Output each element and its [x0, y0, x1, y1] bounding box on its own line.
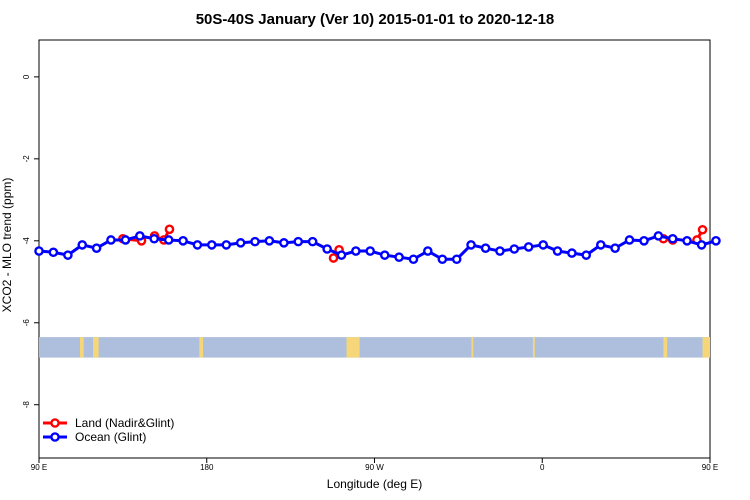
- y-tick-label: -4: [22, 237, 31, 245]
- y-tick-label: -8: [22, 401, 31, 409]
- land-point: [328, 253, 339, 263]
- chart-title: 50S-40S January (Ver 10) 2015-01-01 to 2…: [196, 11, 555, 28]
- ocean-point: [639, 236, 649, 246]
- ocean-point: [365, 246, 376, 256]
- land-patch: [702, 337, 710, 358]
- x-tick-label: 180: [200, 463, 214, 472]
- y-axis: 0 -2 -4 -6 -8: [22, 74, 39, 408]
- x-axis: 90 E 180 90 W 0 90 E: [31, 458, 718, 472]
- ocean-point: [351, 246, 361, 256]
- land-patch: [346, 337, 360, 358]
- legend-marker: [50, 432, 60, 442]
- ocean-point: [667, 233, 678, 244]
- ocean-point: [178, 236, 188, 246]
- ocean-point: [552, 246, 563, 256]
- x-axis-label: Longitude (deg E): [327, 477, 422, 491]
- ocean-point: [653, 231, 664, 241]
- ocean-point: [293, 236, 304, 247]
- ocean-point: [423, 246, 433, 256]
- ocean-point: [206, 240, 217, 250]
- ocean-point: [495, 246, 505, 256]
- ocean-point: [595, 240, 606, 250]
- ocean-point: [711, 236, 721, 246]
- land-point: [164, 224, 175, 235]
- legend: Land (Nadir&Glint)Ocean (Glint): [43, 416, 174, 444]
- ocean-point: [250, 236, 260, 247]
- x-tick-label: 90 E: [31, 463, 47, 472]
- ocean-point: [394, 252, 404, 262]
- ocean-point: [437, 254, 448, 265]
- ocean-point: [192, 240, 203, 250]
- ocean-point: [538, 240, 548, 250]
- ocean-point: [307, 236, 318, 247]
- legend-label: Ocean (Glint): [75, 430, 146, 444]
- ocean-point: [235, 238, 246, 248]
- ocean-point: [509, 244, 520, 254]
- ocean-point: [106, 235, 116, 245]
- ocean-point: [451, 254, 462, 265]
- ocean-point: [336, 250, 347, 260]
- land-patch: [471, 337, 474, 358]
- ocean-point: [581, 250, 592, 260]
- legend-marker: [50, 418, 60, 428]
- land-patch: [199, 337, 204, 358]
- ocean-point: [48, 247, 59, 258]
- ocean-point: [135, 231, 145, 241]
- ocean-point: [63, 250, 73, 260]
- ocean-point: [91, 243, 102, 253]
- ocean-point: [77, 240, 88, 250]
- ocean-point: [322, 244, 332, 254]
- land-patch: [93, 337, 99, 358]
- ocean-point: [120, 235, 131, 245]
- ocean-point: [379, 250, 390, 260]
- y-axis-label: XCO2 - MLO trend (ppm): [0, 178, 14, 313]
- x-tick-label: 90 W: [365, 463, 384, 472]
- ocean-strip: [39, 337, 710, 358]
- x-tick-label: 90 E: [702, 463, 718, 472]
- legend-label: Land (Nadir&Glint): [75, 416, 174, 430]
- land-patch: [80, 337, 84, 358]
- ocean-point: [696, 240, 707, 250]
- ocean-point: [624, 235, 635, 245]
- ocean-point: [163, 235, 174, 245]
- ocean-point: [466, 240, 476, 250]
- y-tick-label: -2: [22, 155, 31, 163]
- ocean-point: [408, 254, 419, 265]
- ocean-point: [279, 238, 289, 248]
- surface-strip: [39, 337, 710, 358]
- series-ocean: [34, 231, 721, 265]
- ocean-point: [682, 236, 692, 246]
- land-point: [697, 224, 708, 235]
- land-patch: [663, 337, 668, 358]
- y-tick-label: 0: [22, 74, 31, 79]
- ocean-point: [523, 242, 534, 252]
- ocean-point: [264, 236, 275, 246]
- x-tick-label: 0: [540, 463, 545, 472]
- ocean-point: [149, 233, 159, 244]
- ocean-point: [34, 246, 44, 256]
- ocean-point: [610, 243, 620, 253]
- ocean-point: [480, 243, 491, 253]
- land-patch: [532, 337, 535, 358]
- y-tick-label: -6: [22, 319, 31, 327]
- ocean-point: [567, 248, 577, 258]
- ocean-point: [221, 240, 232, 250]
